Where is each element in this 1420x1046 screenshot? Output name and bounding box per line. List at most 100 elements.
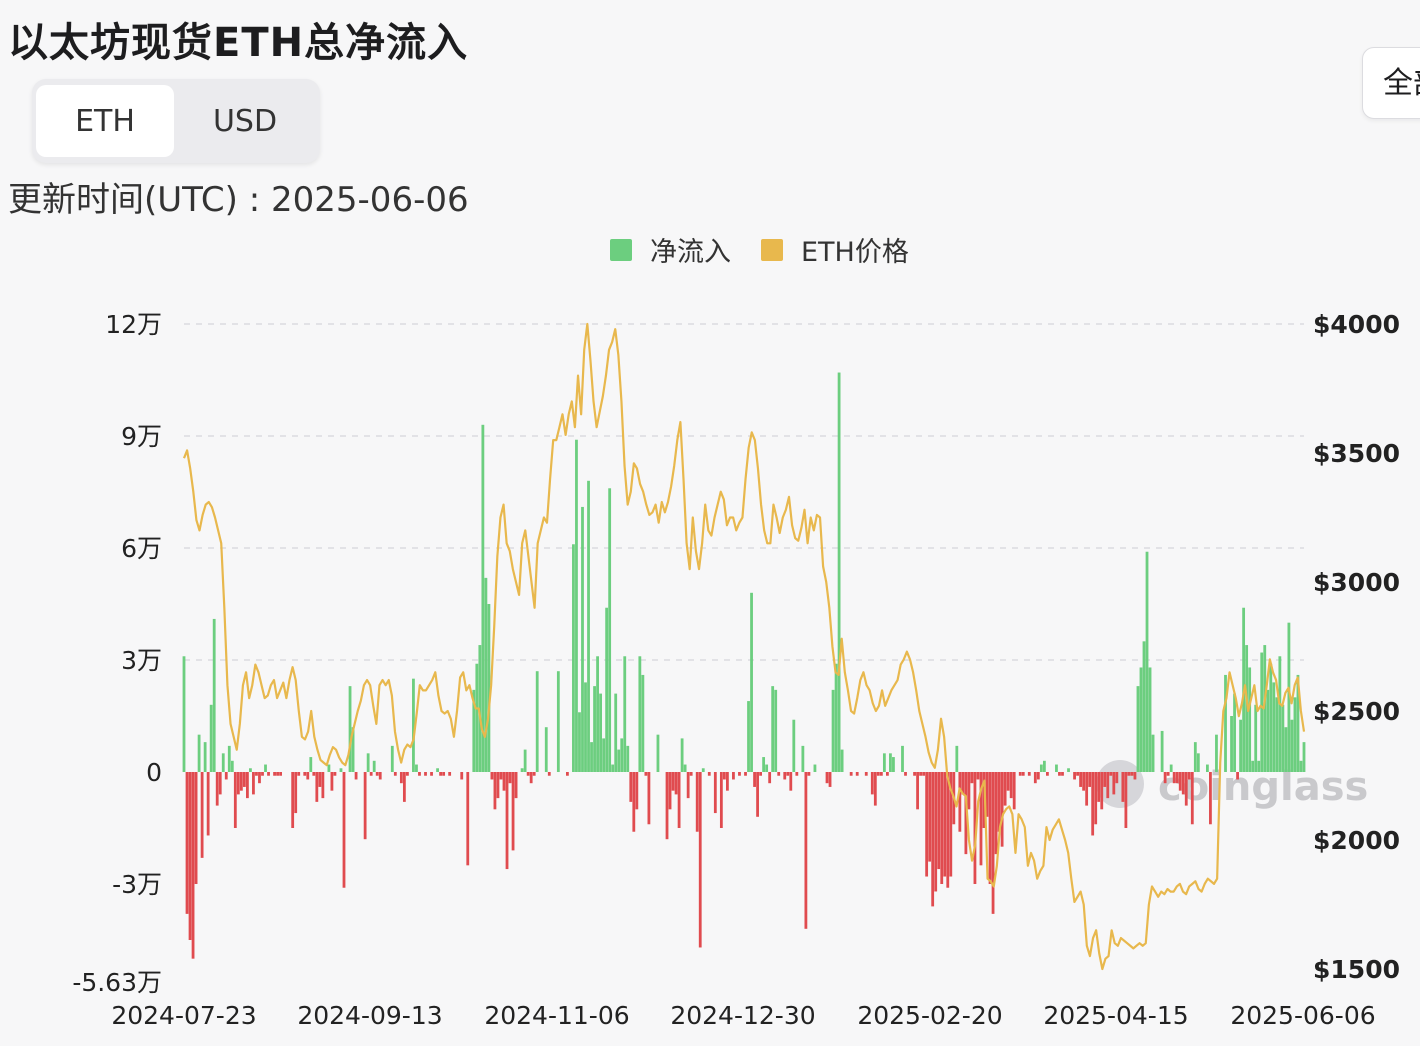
net-inflow-bar bbox=[490, 772, 494, 780]
chart-legend: 净流入 ETH价格 bbox=[610, 230, 939, 269]
net-inflow-bar bbox=[1239, 719, 1242, 772]
net-inflow-bar bbox=[1021, 772, 1025, 776]
net-inflow-bar bbox=[203, 742, 207, 772]
net-inflow-bar bbox=[505, 772, 509, 870]
net-inflow-bar bbox=[1215, 734, 1218, 772]
net-inflow-bar bbox=[762, 757, 766, 772]
net-inflow-bar bbox=[1151, 734, 1155, 772]
net-inflow-bar bbox=[849, 772, 853, 776]
net-inflow-bar bbox=[991, 772, 995, 914]
net-inflow-bar bbox=[1079, 772, 1082, 787]
net-inflow-bar bbox=[1275, 697, 1279, 772]
net-inflow-bar bbox=[436, 768, 439, 772]
net-inflow-bar bbox=[218, 772, 222, 795]
net-inflow-bar bbox=[964, 772, 968, 855]
net-inflow-bar bbox=[707, 772, 711, 776]
net-inflow-bar bbox=[671, 772, 675, 791]
net-inflow-bar bbox=[246, 772, 249, 799]
net-inflow-bar bbox=[532, 772, 536, 776]
watermark-text: coinglass bbox=[1158, 764, 1368, 810]
net-inflow-bar bbox=[889, 753, 892, 772]
net-inflow-bar bbox=[508, 772, 512, 784]
net-inflow-bar bbox=[940, 772, 944, 884]
net-inflow-bar bbox=[493, 772, 497, 810]
update-time-value: 2025-06-06 bbox=[271, 180, 469, 220]
net-inflow-bar bbox=[312, 772, 316, 776]
net-inflow-bar bbox=[252, 772, 255, 795]
net-inflow-bar bbox=[475, 663, 479, 772]
net-inflow-bar bbox=[771, 686, 775, 772]
net-inflow-bar bbox=[686, 772, 690, 799]
net-inflow-bar bbox=[792, 719, 796, 772]
y-right-tick-label: $3000 bbox=[1313, 568, 1400, 597]
legend-label-eth-price: ETH价格 bbox=[801, 237, 909, 268]
net-inflow-bar bbox=[608, 488, 612, 772]
net-inflow-bar bbox=[1281, 704, 1285, 772]
net-inflow-bar bbox=[572, 544, 575, 772]
net-inflow-bar bbox=[1142, 641, 1146, 772]
net-inflow-bar bbox=[249, 768, 252, 772]
net-inflow-swatch bbox=[610, 238, 632, 261]
net-inflow-bar bbox=[375, 772, 379, 776]
net-inflow-bar bbox=[484, 577, 488, 772]
net-inflow-bar bbox=[472, 689, 476, 772]
legend-item-eth-price[interactable]: ETH价格 bbox=[761, 230, 909, 269]
y-left-tick-label: 0 bbox=[146, 758, 162, 787]
net-inflow-bar bbox=[1003, 772, 1007, 806]
net-inflow-bar bbox=[988, 772, 992, 884]
net-inflow-bar bbox=[342, 772, 346, 888]
net-inflow-bar bbox=[973, 772, 977, 884]
net-inflow-bar bbox=[590, 742, 593, 772]
net-inflow-bar bbox=[212, 618, 216, 772]
net-inflow-bar bbox=[575, 439, 578, 772]
net-inflow-bar bbox=[701, 768, 705, 772]
net-inflow-bar bbox=[750, 592, 753, 772]
usd-unit-button[interactable]: USD bbox=[212, 103, 278, 139]
update-time: 更新时间(UTC) : 2025-06-06 bbox=[8, 172, 469, 221]
net-inflow-bar bbox=[1094, 772, 1098, 825]
net-inflow-bar bbox=[258, 772, 261, 784]
net-inflow-bar bbox=[617, 749, 621, 772]
legend-label-net-inflow: 净流入 bbox=[650, 237, 731, 268]
net-inflow-bar bbox=[722, 772, 726, 780]
net-inflow-bar bbox=[1254, 704, 1258, 772]
net-inflow-bar bbox=[412, 678, 415, 772]
net-inflow-bar bbox=[1206, 764, 1209, 772]
net-inflow-bar bbox=[523, 749, 527, 772]
net-inflow-bar bbox=[535, 671, 539, 772]
net-inflow-bar bbox=[239, 772, 243, 791]
net-inflow-bar bbox=[1209, 772, 1212, 825]
y-left-tick-label: 12万 bbox=[105, 310, 162, 339]
net-inflow-bar bbox=[200, 772, 204, 858]
net-inflow-bar bbox=[1184, 772, 1188, 806]
net-inflow-bar bbox=[1293, 697, 1297, 772]
net-inflow-bar bbox=[354, 772, 358, 780]
net-inflow-bar bbox=[442, 772, 446, 776]
update-time-label: 更新时间(UTC) bbox=[8, 180, 238, 220]
net-inflow-bar bbox=[632, 772, 636, 832]
net-inflow-bar bbox=[786, 772, 790, 776]
net-inflow-bar bbox=[1109, 772, 1113, 776]
net-inflow-bar bbox=[1115, 772, 1119, 784]
net-inflow-bar bbox=[840, 749, 844, 772]
net-inflow-bar bbox=[976, 772, 980, 780]
net-inflow-bar bbox=[726, 772, 729, 791]
net-inflow-bar bbox=[276, 772, 279, 776]
net-inflow-bar bbox=[719, 772, 723, 828]
eth-unit-button[interactable]: ETH bbox=[36, 85, 174, 157]
net-inflow-bar bbox=[499, 772, 503, 780]
net-inflow-bar bbox=[979, 772, 983, 866]
time-range-button[interactable]: 全部 bbox=[1362, 47, 1420, 119]
page-title: 以太坊现货ETH总净流入 bbox=[8, 20, 469, 66]
net-inflow-bar bbox=[448, 772, 452, 776]
net-inflow-bar bbox=[261, 772, 264, 776]
net-inflow-bar bbox=[1148, 667, 1152, 772]
net-inflow-bar bbox=[1058, 772, 1061, 776]
x-tick-label: 2025-04-15 bbox=[1043, 1001, 1188, 1030]
net-inflow-bar bbox=[321, 772, 325, 799]
net-inflow-bar bbox=[406, 772, 409, 776]
net-inflow-bar bbox=[695, 772, 699, 832]
legend-item-net-inflow[interactable]: 净流入 bbox=[610, 230, 731, 269]
net-inflow-bar bbox=[1145, 551, 1149, 772]
net-inflow-bar bbox=[1278, 656, 1282, 772]
